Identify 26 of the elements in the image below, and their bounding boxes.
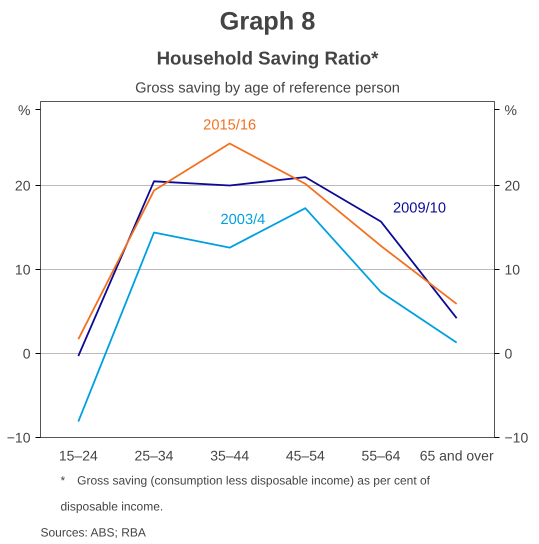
y-tick-label: 10 bbox=[14, 262, 31, 278]
x-tick-label: 15–24 bbox=[58, 448, 98, 464]
y2-tick-label: −10 bbox=[504, 430, 528, 446]
x-tick-label: 55–64 bbox=[362, 448, 401, 464]
series-label: 2009/10 bbox=[393, 200, 446, 217]
y-tick-label: −10 bbox=[6, 430, 31, 446]
y-tick-label: 20 bbox=[14, 178, 31, 194]
y2-axis-title: % bbox=[504, 102, 517, 118]
y2-tick-label: 20 bbox=[504, 178, 520, 194]
chart-title: Graph 8 bbox=[220, 8, 316, 36]
x-tick-label: 25–34 bbox=[134, 448, 174, 464]
source-note: Sources: ABS; RBA bbox=[40, 526, 146, 540]
line-series bbox=[77, 142, 458, 340]
chart-subtitle: Household Saving Ratio* bbox=[156, 48, 380, 68]
x-tick-label: 45–54 bbox=[286, 448, 326, 464]
text: * Gross saving (consumption less disposable income) as per cent of disposable income. bbox=[60, 474, 431, 514]
y2-tick-label: 0 bbox=[504, 346, 512, 362]
line-series bbox=[77, 176, 458, 357]
y2-tick-label: 10 bbox=[504, 262, 520, 278]
text: Gross saving by age of reference person bbox=[135, 80, 400, 96]
x-tick-label: 35–44 bbox=[210, 448, 250, 464]
y-tick-label: 0 bbox=[22, 346, 31, 362]
x-tick-label: 65 and over bbox=[420, 448, 494, 464]
series-label: 2015/16 bbox=[203, 118, 256, 134]
y-axis-title: % bbox=[18, 102, 31, 118]
series-label: 2003/4 bbox=[220, 212, 266, 228]
